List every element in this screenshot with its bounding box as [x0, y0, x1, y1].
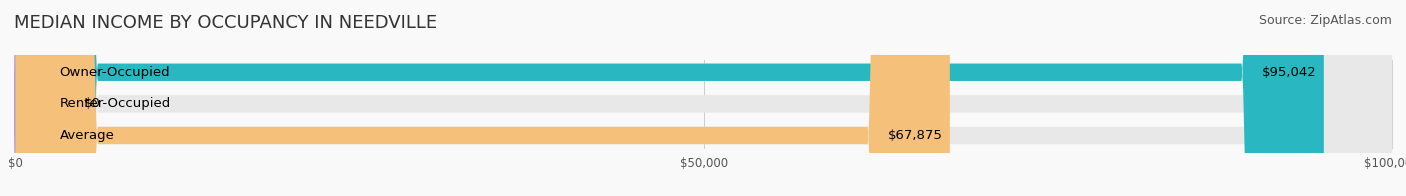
Text: $0: $0 — [84, 97, 101, 110]
FancyBboxPatch shape — [15, 0, 1392, 196]
FancyBboxPatch shape — [15, 0, 1392, 196]
FancyBboxPatch shape — [15, 0, 1392, 196]
Text: Renter-Occupied: Renter-Occupied — [59, 97, 170, 110]
Text: Source: ZipAtlas.com: Source: ZipAtlas.com — [1258, 14, 1392, 27]
FancyBboxPatch shape — [13, 0, 44, 196]
Text: Owner-Occupied: Owner-Occupied — [59, 66, 170, 79]
Text: $67,875: $67,875 — [889, 129, 943, 142]
FancyBboxPatch shape — [15, 0, 950, 196]
FancyBboxPatch shape — [15, 0, 1324, 196]
Text: $95,042: $95,042 — [1263, 66, 1317, 79]
Text: MEDIAN INCOME BY OCCUPANCY IN NEEDVILLE: MEDIAN INCOME BY OCCUPANCY IN NEEDVILLE — [14, 14, 437, 32]
Text: Average: Average — [59, 129, 114, 142]
